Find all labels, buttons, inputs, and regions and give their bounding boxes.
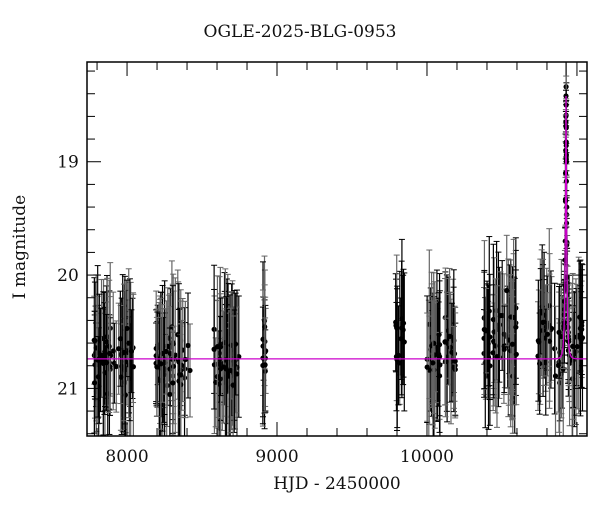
x-tick-label: 8000 xyxy=(105,447,148,467)
x-tick-label: 10000 xyxy=(400,447,454,467)
y-tick-label: 20 xyxy=(57,266,79,286)
axes-frame: 8000 9000 10000 19 20 21 xyxy=(57,61,588,467)
x-axis-label: HJD - 2450000 xyxy=(273,474,401,494)
y-tick-label: 19 xyxy=(57,153,79,173)
model-curve xyxy=(87,95,587,360)
chart-title: OGLE-2025-BLG-0953 xyxy=(203,22,397,42)
x-tick-label: 9000 xyxy=(255,447,298,467)
y-tick-label: 21 xyxy=(57,379,79,399)
data-points xyxy=(91,62,586,436)
